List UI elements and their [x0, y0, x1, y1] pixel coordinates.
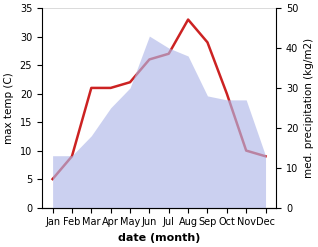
Y-axis label: max temp (C): max temp (C) — [4, 72, 14, 144]
X-axis label: date (month): date (month) — [118, 233, 200, 243]
Y-axis label: med. precipitation (kg/m2): med. precipitation (kg/m2) — [304, 38, 314, 178]
